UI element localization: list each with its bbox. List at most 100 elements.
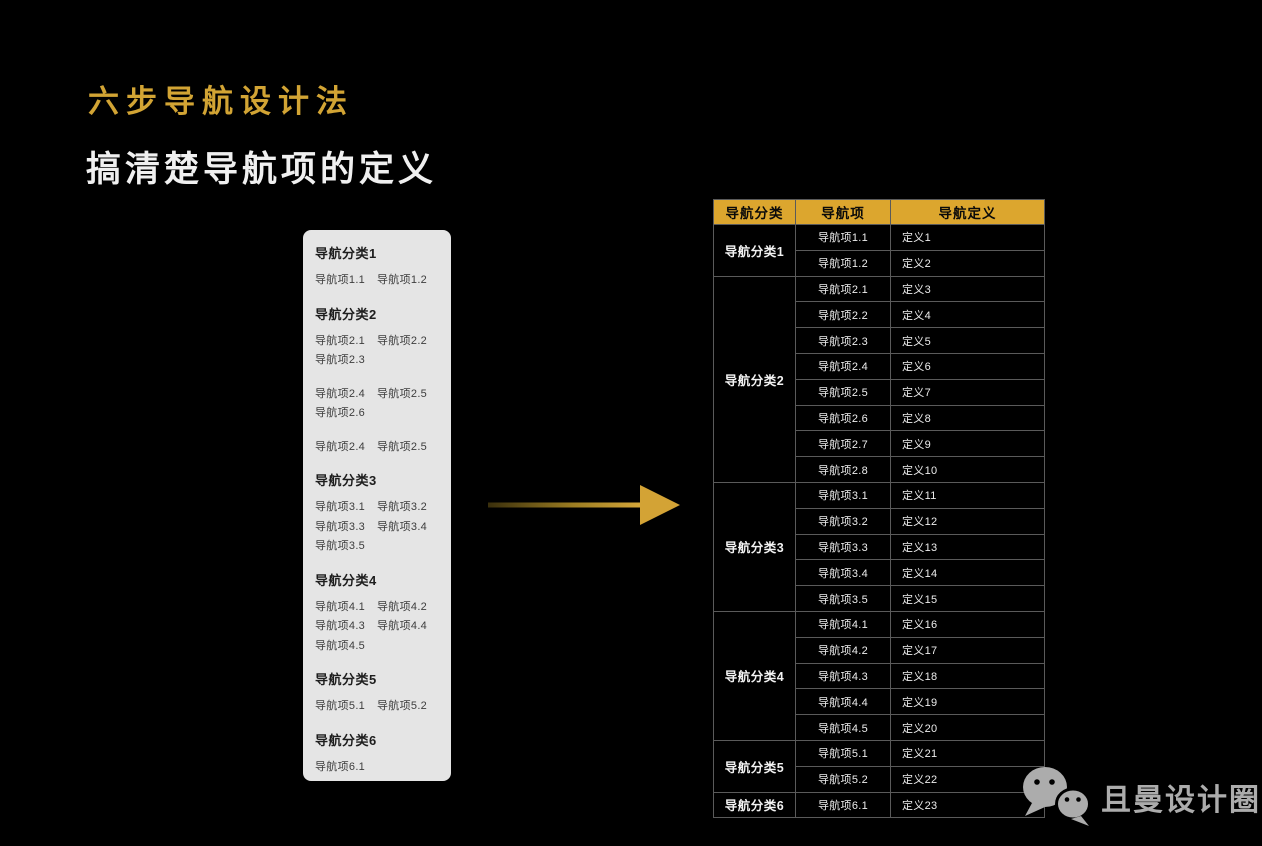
card-group: 导航分类5 导航项5.1 导航项5.2 xyxy=(315,670,439,717)
card-item-row: 导航项3.3 导航项3.4 xyxy=(315,518,439,538)
definition-cell: 定义19 xyxy=(890,688,1045,716)
card-group-title: 导航分类5 xyxy=(315,672,377,687)
card-item: 导航项5.1 xyxy=(315,700,366,712)
nav-item-cell: 导航项4.2 xyxy=(795,636,891,664)
definition-cell: 定义3 xyxy=(890,275,1045,303)
card-group-title: 导航分类4 xyxy=(315,572,377,588)
table-row: 导航项4.3 定义18 xyxy=(714,662,1045,690)
nav-item-cell: 导航项2.4 xyxy=(795,352,891,380)
table-header-cell: 导航项 xyxy=(795,199,891,225)
table-row: 导航项3.3 定义13 xyxy=(714,533,1045,561)
card-item-row: 导航项3.5 xyxy=(315,537,439,557)
nav-item-cell: 导航项4.5 xyxy=(795,714,891,741)
card-item-row: 导航项3.1 导航项3.2 xyxy=(315,498,439,518)
definition-cell: 定义12 xyxy=(890,507,1045,535)
nav-item-cell: 导航项4.3 xyxy=(795,662,891,690)
card-item: 导航项2.5 xyxy=(377,387,428,400)
card-item: 导航项2.6 xyxy=(315,407,366,419)
card-item: 导航项4.2 xyxy=(377,600,428,613)
table-row: 导航项2.5 定义7 xyxy=(714,378,1045,406)
nav-item-cell: 导航项2.1 xyxy=(795,275,891,303)
card-item: 导航项3.4 xyxy=(377,520,428,533)
card-item: 导航项6.1 xyxy=(315,760,366,773)
nav-item-cell: 导航项2.6 xyxy=(795,404,891,432)
table-row: 导航项1.2 定义2 xyxy=(714,249,1045,277)
definition-cell: 定义4 xyxy=(890,301,1045,329)
definition-cell: 定义6 xyxy=(890,352,1045,380)
table-row: 导航项2.8 定义10 xyxy=(714,456,1045,483)
definition-cell: 定义21 xyxy=(890,739,1045,767)
card-item-row: 导航项2.4 导航项2.5 xyxy=(315,438,439,458)
card-item-row: 导航项2.3 xyxy=(315,351,439,371)
table-row: 导航项2.6 定义8 xyxy=(714,404,1045,432)
card-item-row: 导航项1.1 导航项1.2 xyxy=(315,271,439,291)
card-item-row: 导航项4.1 导航项4.2 xyxy=(315,598,439,618)
wireframe-card: 导航分类1 导航项1.1 导航项1.2 导航分类2 导航项2.1 导航项2.2 导航项2.3… xyxy=(303,230,451,781)
nav-item-cell: 导航项6.1 xyxy=(795,791,891,819)
nav-item-cell: 导航项4.1 xyxy=(795,610,891,638)
definition-cell: 定义23 xyxy=(890,791,1045,819)
card-item: 导航项2.4 xyxy=(315,440,366,453)
brand-badge: 且曼设计圈 xyxy=(1018,760,1261,834)
page-subtitle: 搞清楚导航项的定义 xyxy=(86,150,438,189)
definition-cell: 定义5 xyxy=(890,327,1045,354)
definition-cell: 定义16 xyxy=(890,610,1045,638)
brand-name: 且曼设计圈 xyxy=(1101,784,1261,817)
category-cell: 导航分类6 xyxy=(713,791,796,819)
card-group-title: 导航分类1 xyxy=(315,246,377,261)
definition-table-body: 导航分类1 导航项1.1 定义1 导航项1.2 定义2 导航分类2 导航项2.1 定义3 导航项… xyxy=(713,224,1045,819)
table-row: 导航项2.4 定义6 xyxy=(714,352,1045,380)
card-group-title: 导航分类6 xyxy=(315,732,377,748)
table-row: 导航项4.4 定义19 xyxy=(714,688,1045,716)
card-item: 导航项2.2 xyxy=(377,334,428,347)
card-group-title: 导航分类2 xyxy=(315,306,377,322)
card-item: 导航项1.1 xyxy=(315,274,366,286)
table-row: 导航分类6 导航项6.1 定义23 xyxy=(713,791,1045,819)
nav-item-cell: 导航项2.2 xyxy=(795,301,891,329)
nav-item-cell: 导航项5.1 xyxy=(795,739,891,767)
table-header-cell: 导航分类 xyxy=(713,199,796,225)
card-group: 导航分类2 导航项2.1 导航项2.2 导航项2.3 导航项2.4 导航项2.5 导航项2.… xyxy=(315,305,439,458)
table-row: 导航分类4 导航项4.1 定义16 xyxy=(713,610,1045,741)
card-item: 导航项1.2 xyxy=(377,274,428,286)
card-item: 导航项2.5 xyxy=(377,440,428,453)
definition-cell: 定义8 xyxy=(890,404,1045,432)
definition-cell: 定义9 xyxy=(890,430,1045,458)
definition-cell: 定义20 xyxy=(890,714,1045,741)
nav-item-cell: 导航项3.5 xyxy=(795,585,891,612)
definition-cell: 定义1 xyxy=(890,224,1045,251)
card-item-row: 导航项2.4 导航项2.5 xyxy=(315,385,439,405)
card-group: 导航分类3 导航项3.1 导航项3.2 导航项3.3 导航项3.4 导航项3.5 xyxy=(315,471,439,557)
card-item: 导航项4.1 xyxy=(315,600,366,613)
card-group: 导航分类1 导航项1.1 导航项1.2 xyxy=(315,244,439,291)
table-row: 导航项2.7 定义9 xyxy=(714,430,1045,458)
category-cell: 导航分类2 xyxy=(713,275,796,483)
table-row: 导航项4.2 定义17 xyxy=(714,636,1045,664)
table-row: 导航项2.3 定义5 xyxy=(714,327,1045,354)
nav-item-cell: 导航项3.1 xyxy=(795,481,891,509)
category-cell: 导航分类1 xyxy=(713,224,796,277)
card-item-row: 导航项4.3 导航项4.4 xyxy=(315,617,439,637)
card-item: 导航项5.2 xyxy=(377,700,428,712)
definition-cell: 定义7 xyxy=(890,378,1045,406)
nav-item-cell: 导航项2.7 xyxy=(795,430,891,458)
card-group: 导航分类6 导航项6.1 xyxy=(315,731,439,778)
nav-item-cell: 导航项1.1 xyxy=(795,224,891,251)
card-item: 导航项4.3 xyxy=(315,620,366,632)
card-item-row: 导航项2.1 导航项2.2 xyxy=(315,332,439,352)
nav-item-cell: 导航项4.4 xyxy=(795,688,891,716)
definition-cell: 定义17 xyxy=(890,636,1045,664)
table-row: 导航项2.2 定义4 xyxy=(714,301,1045,329)
nav-item-cell: 导航项2.8 xyxy=(795,456,891,483)
definition-table: 导航分类 导航项 导航定义 导航分类1 导航项1.1 定义1 导航项1.2 定义2 导航分类2… xyxy=(713,199,1045,819)
nav-item-cell: 导航项1.2 xyxy=(795,249,891,277)
card-item: 导航项4.5 xyxy=(315,639,366,652)
card-item-row: 导航项4.5 xyxy=(315,637,439,657)
nav-item-cell: 导航项5.2 xyxy=(795,765,891,793)
definition-table-header-row: 导航分类 导航项 导航定义 xyxy=(713,199,1045,225)
definition-cell: 定义10 xyxy=(890,456,1045,483)
nav-item-cell: 导航项2.3 xyxy=(795,327,891,354)
card-item-row: 导航项6.1 xyxy=(315,758,439,778)
nav-item-cell: 导航项3.3 xyxy=(795,533,891,561)
table-row: 导航分类1 导航项1.1 定义1 xyxy=(713,224,1045,277)
